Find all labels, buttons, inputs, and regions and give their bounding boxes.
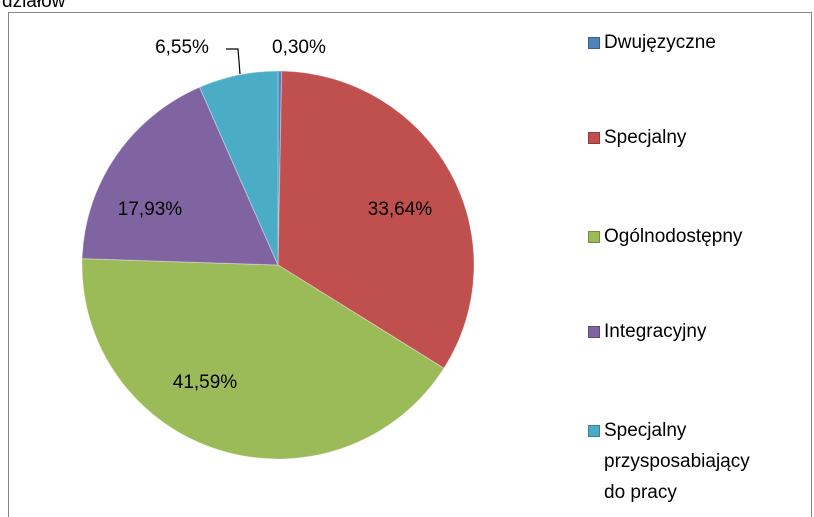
legend-swatch <box>588 326 600 338</box>
legend-label: Dwujęzyczne <box>604 32 716 53</box>
pie-slice <box>81 86 279 266</box>
legend-swatch <box>588 231 600 243</box>
legend-item: Integracyjny <box>588 316 788 347</box>
data-label: 6,55% <box>155 37 209 58</box>
data-label: 17,93% <box>118 199 183 220</box>
chart-border <box>8 12 812 517</box>
legend-swatch <box>588 132 600 144</box>
leader-line <box>226 48 241 75</box>
legend-swatch <box>588 425 600 437</box>
legend-label: Ogólnodostępny <box>604 226 743 247</box>
legend-item: Specjalny przysposabiający do pracy <box>588 415 788 508</box>
caption: działów <box>2 0 66 12</box>
legend-item: Specjalny <box>588 122 788 153</box>
legend-item: Dwujęzyczne <box>588 27 788 58</box>
legend-label: Specjalny <box>604 127 687 148</box>
pie-slice <box>277 70 475 369</box>
legend-swatch <box>588 37 600 49</box>
pie-slice <box>277 70 283 266</box>
pie <box>81 70 475 460</box>
legend-label: Integracyjny <box>604 321 707 342</box>
data-label: 0,30% <box>272 37 326 58</box>
data-label: 41,59% <box>173 372 238 393</box>
pie-slice <box>198 70 279 266</box>
pie-slice <box>81 258 445 460</box>
data-label: 33,64% <box>368 199 433 220</box>
legend-item: Ogólnodostępny <box>588 221 788 252</box>
legend-label: Specjalny przysposabiający do pracy <box>604 420 750 503</box>
